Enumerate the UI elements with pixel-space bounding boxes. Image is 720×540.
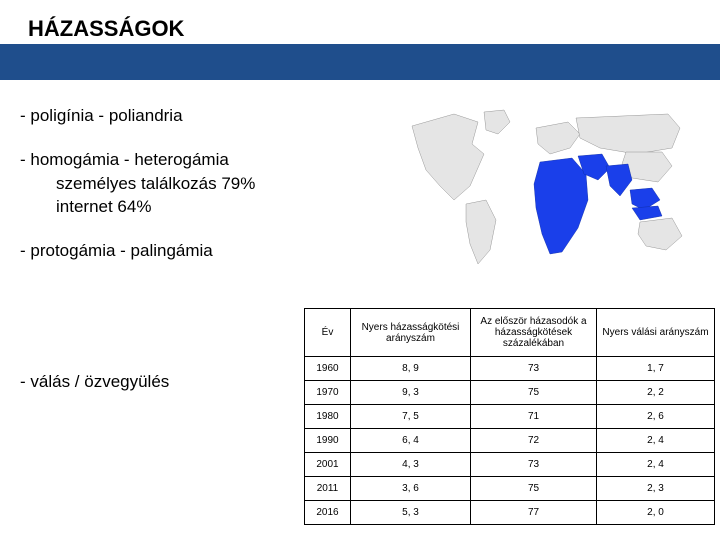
col-header-first-marriage-pct: Az először házasodók a házasságkötések s… xyxy=(471,309,597,357)
table-cell: 2, 3 xyxy=(597,477,715,501)
table-cell: 73 xyxy=(471,357,597,381)
table-row: 20113, 6752, 3 xyxy=(305,477,715,501)
table-cell: 6, 4 xyxy=(351,429,471,453)
bullet-group-3: - protogámia - palingámia xyxy=(20,239,380,263)
table-cell: 2, 0 xyxy=(597,501,715,525)
bullet-group-1: - poligínia - poliandria xyxy=(20,104,380,128)
table-cell: 4, 3 xyxy=(351,453,471,477)
table-cell: 1990 xyxy=(305,429,351,453)
table-cell: 73 xyxy=(471,453,597,477)
table-cell: 2, 6 xyxy=(597,405,715,429)
table-cell: 2, 4 xyxy=(597,453,715,477)
bullet-2-sub-1: személyes találkozás 79% xyxy=(20,172,380,196)
bullet-list: - poligínia - poliandria - homogámia - h… xyxy=(20,104,380,283)
table-row: 19906, 4722, 4 xyxy=(305,429,715,453)
table-cell: 77 xyxy=(471,501,597,525)
title-bar xyxy=(0,44,720,80)
slide-title: HÁZASSÁGOK xyxy=(28,16,190,42)
table-cell: 1960 xyxy=(305,357,351,381)
table-row: 20165, 3772, 0 xyxy=(305,501,715,525)
table-cell: 2011 xyxy=(305,477,351,501)
table-row: 19709, 3752, 2 xyxy=(305,381,715,405)
table-cell: 1970 xyxy=(305,381,351,405)
bullet-2-line-1: - homogámia - heterogámia xyxy=(20,148,380,172)
table-row: 19807, 5712, 6 xyxy=(305,405,715,429)
table-cell: 1, 7 xyxy=(597,357,715,381)
table-cell: 3, 6 xyxy=(351,477,471,501)
table-cell: 1980 xyxy=(305,405,351,429)
data-table: Év Nyers házasságkötési arányszám Az elő… xyxy=(304,308,715,525)
table-cell: 72 xyxy=(471,429,597,453)
table-cell: 2, 2 xyxy=(597,381,715,405)
bullet-group-2: - homogámia - heterogámia személyes talá… xyxy=(20,148,380,219)
col-header-divorce-rate: Nyers válási arányszám xyxy=(597,309,715,357)
table-row: 19608, 9731, 7 xyxy=(305,357,715,381)
table-body: 19608, 9731, 719709, 3752, 219807, 5712,… xyxy=(305,357,715,525)
table-cell: 75 xyxy=(471,381,597,405)
table-cell: 2, 4 xyxy=(597,429,715,453)
bullet-2-sub-2: internet 64% xyxy=(20,195,380,219)
table-cell: 5, 3 xyxy=(351,501,471,525)
bullet-1-line-1: - poligínia - poliandria xyxy=(20,104,380,128)
table-row: 20014, 3732, 4 xyxy=(305,453,715,477)
table-header-row: Év Nyers házasságkötési arányszám Az elő… xyxy=(305,309,715,357)
world-map-svg xyxy=(400,104,696,274)
col-header-marriage-rate: Nyers házasságkötési arányszám xyxy=(351,309,471,357)
table-cell: 7, 5 xyxy=(351,405,471,429)
bullet-3-line-1: - protogámia - palingámia xyxy=(20,239,380,263)
table-cell: 2001 xyxy=(305,453,351,477)
table-cell: 71 xyxy=(471,405,597,429)
table-cell: 8, 9 xyxy=(351,357,471,381)
final-bullet: - válás / özvegyülés xyxy=(20,372,169,392)
table-cell: 75 xyxy=(471,477,597,501)
col-header-year: Év xyxy=(305,309,351,357)
table-cell: 2016 xyxy=(305,501,351,525)
table-cell: 9, 3 xyxy=(351,381,471,405)
world-map xyxy=(400,104,696,274)
